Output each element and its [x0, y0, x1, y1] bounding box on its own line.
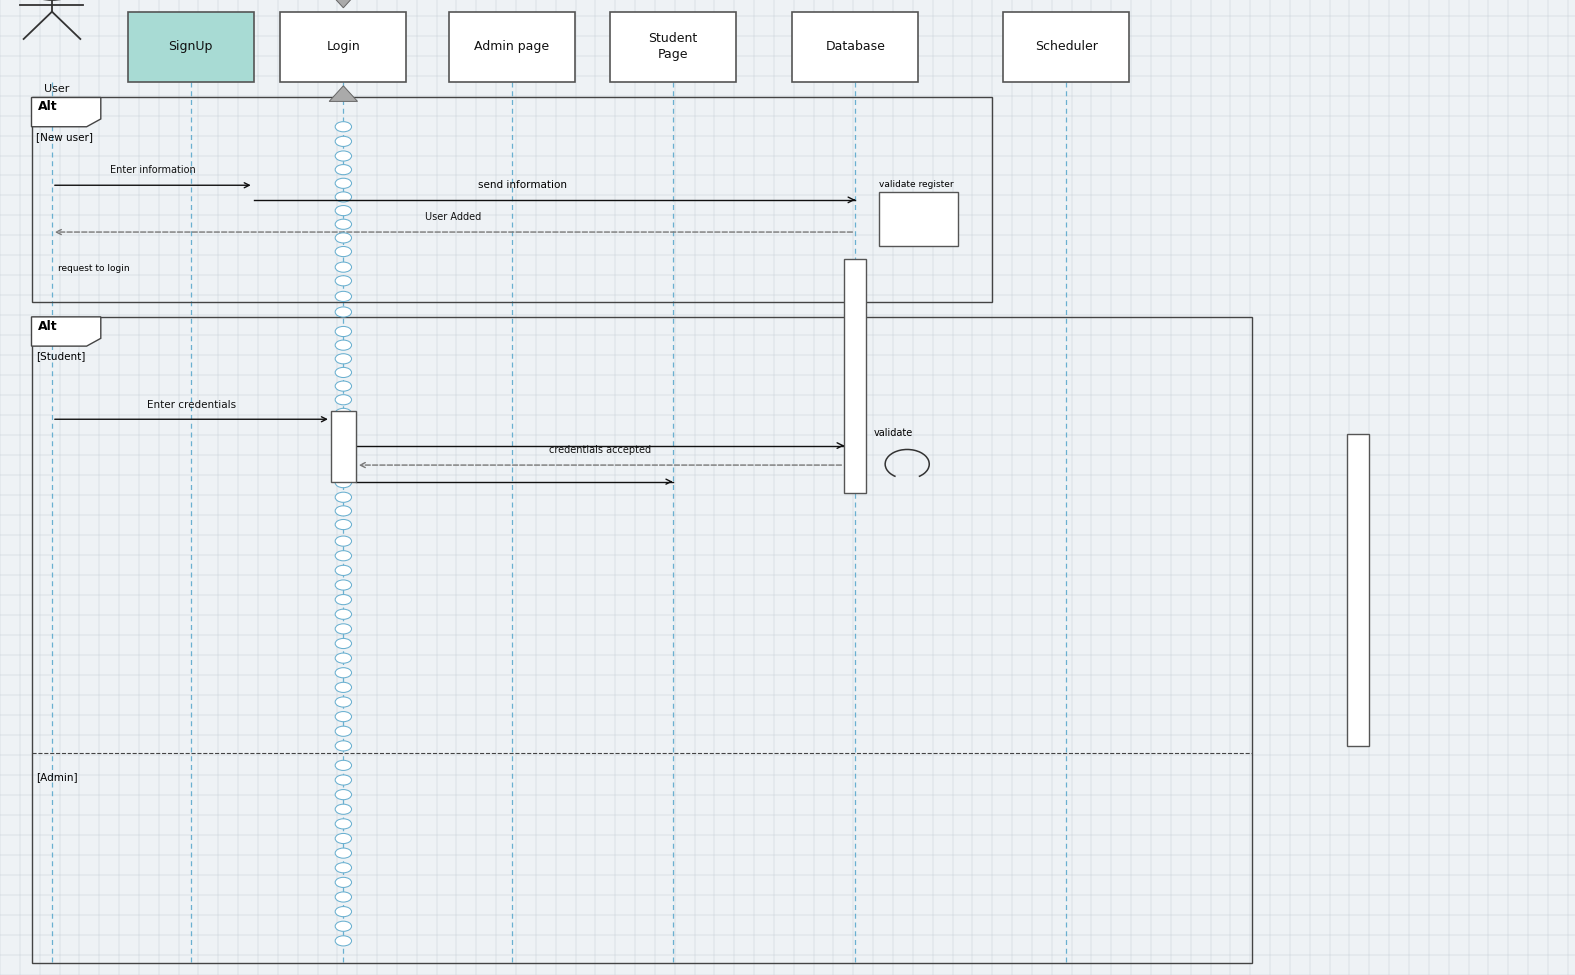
Circle shape [335, 639, 351, 648]
Circle shape [335, 848, 351, 858]
Polygon shape [329, 0, 358, 8]
Circle shape [335, 262, 351, 272]
Circle shape [335, 436, 351, 446]
Circle shape [335, 682, 351, 692]
Polygon shape [32, 98, 101, 127]
Text: Database: Database [825, 40, 885, 54]
Circle shape [335, 697, 351, 707]
Text: Alt: Alt [38, 320, 57, 332]
Circle shape [335, 151, 351, 161]
Circle shape [335, 327, 351, 336]
Circle shape [335, 936, 351, 946]
Circle shape [335, 712, 351, 722]
Text: Admin page: Admin page [474, 40, 550, 54]
Circle shape [335, 422, 351, 432]
Circle shape [335, 178, 351, 188]
Circle shape [335, 907, 351, 916]
Circle shape [335, 819, 351, 829]
Text: Student
Page: Student Page [647, 32, 698, 61]
Circle shape [335, 726, 351, 736]
FancyBboxPatch shape [128, 12, 254, 82]
Bar [331, 411, 356, 482]
Text: Login: Login [326, 40, 361, 54]
Circle shape [335, 233, 351, 243]
Bar [844, 259, 866, 493]
Text: validate register: validate register [879, 180, 953, 189]
Circle shape [335, 609, 351, 619]
Circle shape [335, 668, 351, 678]
Circle shape [335, 551, 351, 561]
Text: request to login: request to login [58, 264, 129, 273]
Text: validate: validate [874, 428, 914, 438]
Text: Enter credentials: Enter credentials [146, 400, 236, 410]
Circle shape [335, 878, 351, 887]
FancyBboxPatch shape [280, 12, 406, 82]
Circle shape [335, 741, 351, 751]
Circle shape [335, 863, 351, 873]
Circle shape [335, 595, 351, 604]
Circle shape [335, 292, 351, 301]
Polygon shape [32, 317, 101, 346]
Text: [Student]: [Student] [36, 351, 85, 361]
FancyBboxPatch shape [1003, 12, 1129, 82]
Circle shape [335, 206, 351, 215]
Circle shape [335, 409, 351, 418]
Bar [32, 317, 1252, 963]
Circle shape [335, 492, 351, 502]
Bar [1347, 434, 1369, 746]
Circle shape [335, 478, 351, 488]
Circle shape [335, 136, 351, 146]
Text: Enter information: Enter information [110, 166, 195, 175]
Circle shape [335, 566, 351, 575]
Circle shape [335, 775, 351, 785]
FancyBboxPatch shape [792, 12, 918, 82]
Text: Alt: Alt [38, 100, 57, 113]
FancyBboxPatch shape [610, 12, 736, 82]
Circle shape [335, 834, 351, 843]
Circle shape [335, 307, 351, 317]
Circle shape [335, 921, 351, 931]
Circle shape [335, 804, 351, 814]
Circle shape [335, 536, 351, 546]
Polygon shape [329, 86, 358, 101]
Circle shape [335, 463, 351, 473]
Circle shape [335, 520, 351, 529]
Circle shape [335, 624, 351, 634]
Bar [32, 98, 992, 302]
Text: Scheduler: Scheduler [1035, 40, 1098, 54]
Text: User Added: User Added [425, 213, 482, 222]
Circle shape [335, 219, 351, 229]
Text: SignUp: SignUp [169, 40, 213, 54]
Text: credentials accepted: credentials accepted [550, 446, 650, 455]
Text: User: User [44, 84, 69, 94]
Circle shape [335, 368, 351, 377]
Circle shape [335, 247, 351, 256]
Text: send information: send information [479, 180, 567, 190]
Circle shape [335, 449, 351, 459]
Circle shape [335, 760, 351, 770]
Circle shape [335, 354, 351, 364]
Circle shape [335, 892, 351, 902]
Circle shape [335, 381, 351, 391]
Circle shape [335, 122, 351, 132]
Circle shape [335, 192, 351, 202]
Circle shape [335, 790, 351, 799]
Circle shape [335, 506, 351, 516]
Text: [Admin]: [Admin] [36, 772, 77, 782]
Circle shape [335, 165, 351, 175]
Circle shape [335, 340, 351, 350]
Circle shape [335, 276, 351, 286]
Text: [New user]: [New user] [36, 132, 93, 141]
Circle shape [335, 653, 351, 663]
Bar [879, 192, 958, 246]
Circle shape [335, 395, 351, 405]
FancyBboxPatch shape [449, 12, 575, 82]
Circle shape [335, 580, 351, 590]
